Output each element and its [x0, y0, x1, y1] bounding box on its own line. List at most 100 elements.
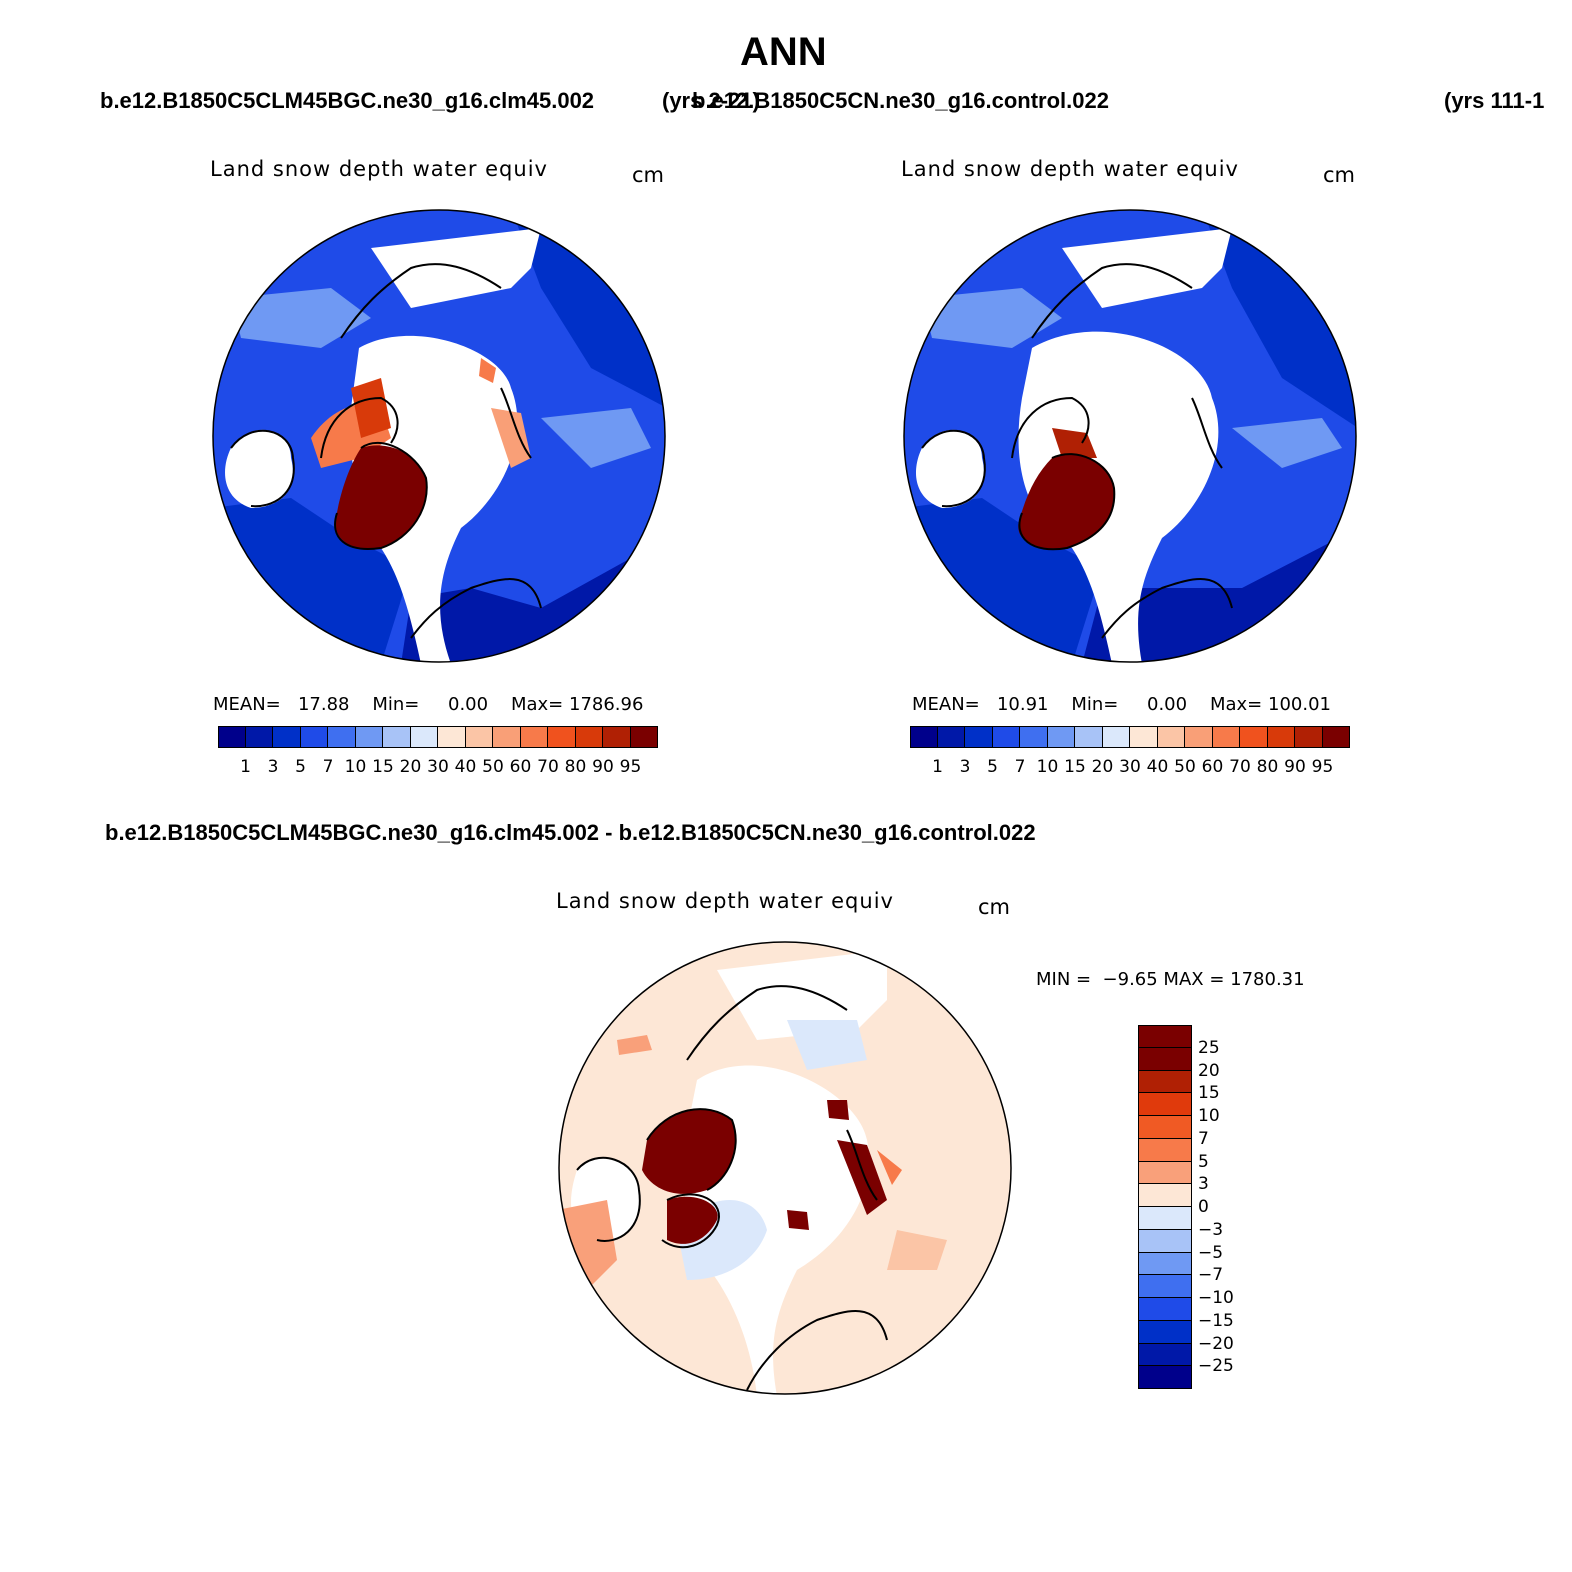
- panel2-colorbar: [910, 726, 1350, 748]
- panel2-colorbar-swatch: [965, 726, 993, 748]
- panel1-min: 0.00: [448, 694, 489, 715]
- panel3-colorbar-swatch: [1138, 1070, 1192, 1094]
- panel1-colorbar-tick-label: 30: [427, 757, 449, 777]
- panel3-colorbar-swatch: [1138, 1161, 1192, 1185]
- panel1-colorbar-swatch: [603, 726, 631, 748]
- panel1-colorbar-swatch: [245, 726, 273, 748]
- panel3-tick-label: −10: [1198, 1288, 1234, 1308]
- panel3-tick-label: −15: [1198, 1310, 1234, 1331]
- panel3-colorbar-swatch: [1138, 1275, 1192, 1298]
- panel1-colorbar-swatch: [383, 726, 411, 748]
- panel1-colorbar-labels: 1 3 5 7 10 15 20 30 40 50 60 70 80 90 95: [218, 757, 658, 779]
- panel1-colorbar-tick-label: 5: [295, 757, 306, 777]
- panel2-colorbar-tick-label: 20: [1091, 757, 1114, 777]
- season-title: ANN: [740, 30, 827, 74]
- panel2-colorbar-tick-label: 90: [1284, 757, 1306, 777]
- panel3-colorbar-swatch: [1138, 1229, 1192, 1253]
- panel2-units: cm: [1323, 163, 1356, 187]
- panel2-colorbar-swatch: [1075, 726, 1103, 748]
- panel3-tick-label: 5: [1198, 1151, 1209, 1172]
- panel1-stats: MEAN= 17.88 Min= 0.00 Max= 1786.96: [213, 694, 643, 715]
- panel3-colorbar-swatch: [1138, 1116, 1192, 1139]
- panel3-tick-label: −5: [1198, 1242, 1224, 1263]
- panel3-tick-label: 10: [1198, 1106, 1220, 1126]
- panel1-colorbar-swatch: [273, 726, 301, 748]
- case-a-years: (yrs 2-21): [662, 88, 760, 113]
- panel3-colorbar: [1138, 1025, 1192, 1389]
- panel2-min: 0.00: [1147, 694, 1188, 715]
- panel1-mean-label: MEAN=: [213, 694, 281, 715]
- panel1-colorbar-tick-label: 15: [372, 757, 394, 777]
- panel2-colorbar-tick-label: 40: [1146, 757, 1169, 777]
- panel1-colorbar-swatch: [328, 726, 356, 748]
- panel3-tick-label: 20: [1198, 1060, 1220, 1081]
- panel1-mean: 17.88: [297, 694, 350, 715]
- panel2-title: Land snow depth water equiv: [901, 157, 1239, 181]
- panel1-colorbar-tick-label: 95: [619, 757, 642, 777]
- panel3-colorbar-swatch: [1138, 1343, 1192, 1367]
- panel3-colorbar-swatch: [1138, 1366, 1192, 1389]
- panel1-colorbar-tick-label: 70: [537, 757, 559, 777]
- panel1-colorbar-tick-label: 40: [454, 757, 477, 777]
- panel2-colorbar-tick-label: 5: [987, 757, 998, 777]
- panel3-tick-label: −25: [1198, 1356, 1234, 1377]
- panel2-colorbar-tick-label: 3: [959, 757, 971, 777]
- panel2-colorbar-tick-label: 80: [1256, 757, 1279, 777]
- case-a-name: b.e12.B1850C5CLM45BGC.ne30_g16.clm45.002: [100, 88, 595, 113]
- case-b-name: b.e12.B1850C5CN.ne30_g16.control.022: [692, 88, 1109, 113]
- panel1-title: Land snow depth water equiv: [210, 157, 548, 181]
- panel2-colorbar-swatch: [1240, 726, 1268, 748]
- panel2-stats: MEAN= 10.91 Min= 0.00 Max= 100.01: [912, 694, 1331, 715]
- panel3-colorbar-swatch: [1138, 1252, 1192, 1276]
- panel2-colorbar-tick-label: 95: [1311, 757, 1334, 777]
- panel2-max: 100.01: [1268, 694, 1331, 715]
- panel3-colorbar-swatch: [1138, 1138, 1192, 1162]
- panel2-colorbar-swatch: [1047, 726, 1075, 748]
- panel2-colorbar-tick-label: 50: [1174, 757, 1196, 777]
- panel3-colorbar-swatch: [1138, 1025, 1192, 1048]
- panel1-colorbar-swatch: [630, 726, 658, 748]
- panel2-colorbar-swatch: [1267, 726, 1295, 748]
- panel3-stats: MIN = −9.65 MAX = 1780.31: [1036, 969, 1305, 990]
- panel3-tick-label: 3: [1198, 1174, 1209, 1195]
- panel2-colorbar-swatch: [1102, 726, 1130, 748]
- panel2-colorbar-swatch: [937, 726, 965, 748]
- panel1-colorbar-swatch: [520, 726, 548, 748]
- panel2-max-label: Max=: [1209, 694, 1263, 715]
- panel1-colorbar-swatch: [410, 726, 438, 748]
- panel1-max-label: Max=: [510, 694, 564, 715]
- panel3-colorbar-swatch: [1138, 1298, 1192, 1321]
- panel3-tick-label: −20: [1198, 1333, 1234, 1354]
- panel3-tick-label: 15: [1198, 1083, 1220, 1104]
- panel2-min-label: Min=: [1071, 694, 1119, 715]
- panel1-colorbar-tick-label: 90: [592, 757, 614, 777]
- panel2-colorbar-swatch: [1212, 726, 1240, 748]
- panel1-colorbar-swatch: [493, 726, 521, 748]
- panel3-colorbar-labels: 25 20 15 10 7 5 3 0 −3 −5 −7 −10 −15 −20 −25: [1198, 1025, 1258, 1389]
- panel1-colorbar-tick-label: 20: [399, 757, 422, 777]
- panel3-tick-label: 0: [1198, 1197, 1209, 1217]
- panel2-colorbar-tick-label: 1: [932, 757, 943, 777]
- panel2-polar-map: [903, 209, 1357, 663]
- panel1-colorbar-tick-label: 80: [564, 757, 587, 777]
- panel2-colorbar-swatch: [910, 726, 938, 748]
- panel1-colorbar-tick-label: 3: [267, 757, 279, 777]
- panel2-mean: 10.91: [996, 694, 1049, 715]
- panel2-colorbar-labels: 1 3 5 7 10 15 20 30 40 50 60 70 80 90 95: [910, 757, 1350, 779]
- panel2-colorbar-swatch: [1185, 726, 1213, 748]
- panel1-colorbar-swatch: [575, 726, 603, 748]
- panel1-colorbar-swatch: [300, 726, 328, 748]
- panel1-colorbar-tick-label: 7: [322, 757, 334, 777]
- panel3-title: Land snow depth water equiv: [556, 889, 894, 913]
- panel1-colorbar-tick-label: 50: [482, 757, 504, 777]
- difference-title: b.e12.B1850C5CLM45BGC.ne30_g16.clm45.002…: [105, 820, 1036, 845]
- panel3-tick-label: −3: [1198, 1219, 1224, 1240]
- panel3-colorbar-swatch: [1138, 1207, 1192, 1230]
- panel3-units: cm: [978, 895, 1011, 919]
- panel2-colorbar-tick-label: 70: [1229, 757, 1251, 777]
- panel1-colorbar-swatch: [465, 726, 493, 748]
- panel2-colorbar-tick-label: 15: [1064, 757, 1086, 777]
- panel2-colorbar-swatch: [992, 726, 1020, 748]
- panel1-colorbar: [218, 726, 658, 748]
- panel2-colorbar-swatch: [1020, 726, 1048, 748]
